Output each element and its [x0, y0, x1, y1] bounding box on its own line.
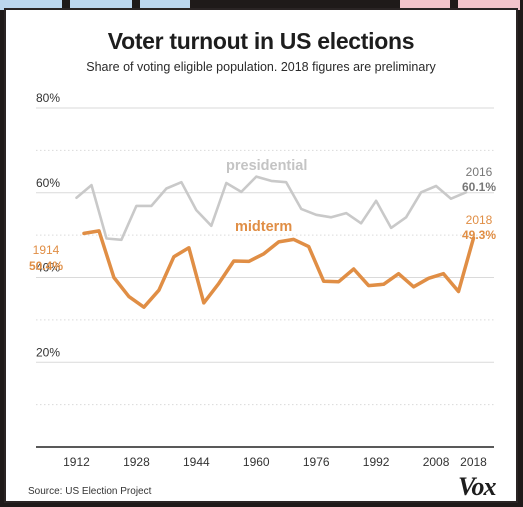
- midterm-series-line: [82, 229, 476, 309]
- background-tile: [400, 0, 450, 10]
- y-axis-ticks: 80% 60% 40% 20%: [36, 91, 60, 359]
- background-tile: [458, 0, 520, 10]
- y-tick-label: 80%: [36, 91, 60, 105]
- x-tick-label: 1912: [63, 455, 90, 469]
- chart-annotations: presidential midterm 1914 50.4% 2016 60.…: [29, 158, 496, 273]
- x-tick-label: 2008: [423, 455, 450, 469]
- background-tile: [70, 0, 132, 10]
- x-tick-label: 1992: [363, 455, 390, 469]
- y-tick-label: 40%: [36, 261, 60, 275]
- y-tick-label: 20%: [36, 345, 60, 359]
- background-tile: [140, 0, 190, 10]
- start-year-label: 1914: [33, 243, 60, 257]
- x-tick-label: 2018: [460, 455, 487, 469]
- y-tick-label: 60%: [36, 176, 60, 190]
- x-tick-label: 1944: [183, 455, 210, 469]
- start-value-label: 50.4%: [29, 259, 63, 273]
- series-lines: [75, 175, 476, 309]
- chart-card: Voter turnout in US elections Share of v…: [4, 8, 518, 503]
- source-note: Source: US Election Project: [28, 486, 152, 497]
- end-year-presidential-label: 2016: [466, 165, 493, 179]
- vox-logo: Vox: [458, 472, 496, 501]
- end-year-midterm-label: 2018: [466, 213, 493, 227]
- presidential-series-line: [75, 175, 468, 242]
- gridlines: [36, 107, 494, 448]
- end-value-midterm-label: 49.3%: [462, 228, 496, 242]
- chart-title: Voter turnout in US elections: [107, 28, 415, 54]
- end-value-presidential-label: 60.1%: [462, 180, 496, 194]
- x-axis-ticks: 1912 1928 1944 1960 1976 1992 2008 2018: [63, 455, 487, 469]
- background-tile: [0, 0, 62, 10]
- midterm-series-label: midterm: [235, 219, 292, 235]
- line-chart: 80% 60% 40% 20% 1912 1928 1944 1960 1976 1992 200…: [29, 91, 496, 469]
- x-tick-label: 1976: [303, 455, 330, 469]
- x-tick-label: 1928: [123, 455, 150, 469]
- x-tick-label: 1960: [243, 455, 270, 469]
- chart-subtitle: Share of voting eligible population. 201…: [86, 60, 436, 74]
- presidential-series-label: presidential: [226, 158, 307, 174]
